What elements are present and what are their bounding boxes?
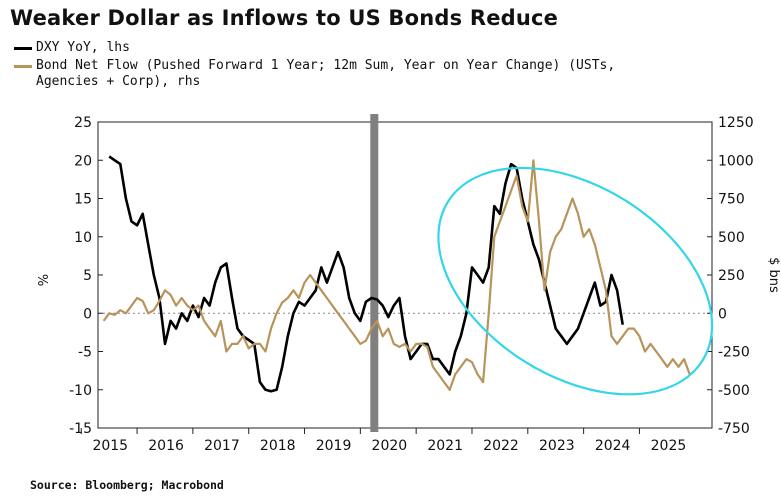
right-tick-label: 750 bbox=[718, 192, 745, 208]
right-tick-label: 250 bbox=[718, 268, 745, 284]
right-tick-label: -250 bbox=[718, 345, 750, 361]
x-tick-label: 2016 bbox=[148, 438, 184, 454]
right-axis-label: $ bns bbox=[766, 257, 781, 293]
left-axis-label: % bbox=[37, 274, 52, 286]
x-tick-label: 2025 bbox=[651, 438, 687, 454]
x-tick-label: 2024 bbox=[595, 438, 631, 454]
x-tick-label: 2019 bbox=[316, 438, 352, 454]
left-tick-label: 0 bbox=[83, 306, 92, 322]
left-tick-label: 5 bbox=[83, 268, 92, 284]
left-tick-label: 10 bbox=[74, 230, 92, 246]
highlight-ellipse bbox=[437, 166, 714, 396]
chart-title: Weaker Dollar as Inflows to US Bonds Red… bbox=[10, 6, 559, 30]
legend: DXY YoY, lhs Bond Net Flow (Pushed Forwa… bbox=[14, 40, 674, 90]
legend-swatch-bondflow bbox=[14, 65, 32, 68]
legend-item-bondflow: Bond Net Flow (Pushed Forward 1 Year; 12… bbox=[14, 58, 674, 90]
right-tick-label: 1000 bbox=[718, 153, 754, 169]
right-tick-label: -750 bbox=[718, 421, 750, 437]
plot-frame bbox=[97, 121, 713, 429]
x-tick-label: 2023 bbox=[539, 438, 575, 454]
x-tick-label: 2020 bbox=[372, 438, 408, 454]
right-tick-label: 1250 bbox=[718, 115, 754, 131]
source-note: Source: Bloomberg; Macrobond bbox=[30, 478, 224, 492]
x-tick-label: 2021 bbox=[427, 438, 463, 454]
legend-swatch-dxy bbox=[14, 47, 32, 50]
right-tick-label: 0 bbox=[718, 306, 727, 322]
x-tick-label: 2018 bbox=[260, 438, 296, 454]
right-tick-label: -500 bbox=[718, 383, 750, 399]
legend-label-dxy: DXY YoY, lhs bbox=[36, 40, 130, 55]
legend-item-dxy: DXY YoY, lhs bbox=[14, 40, 674, 56]
right-tick-label: 500 bbox=[718, 230, 745, 246]
series-line-dxy bbox=[108, 155, 624, 393]
vertical-marker-band bbox=[370, 114, 379, 432]
legend-label-bondflow: Bond Net Flow (Pushed Forward 1 Year; 12… bbox=[36, 58, 616, 89]
x-tick-label: 2017 bbox=[204, 438, 240, 454]
left-tick-label: -5 bbox=[78, 345, 92, 361]
series-line-bondflow bbox=[102, 159, 691, 391]
x-tick-label: 2015 bbox=[92, 438, 128, 454]
left-tick-label: 20 bbox=[74, 153, 92, 169]
left-tick-label: -15 bbox=[69, 421, 92, 437]
left-tick-label: 25 bbox=[74, 115, 92, 131]
left-tick-label: 15 bbox=[74, 192, 92, 208]
x-tick-label: 2022 bbox=[483, 438, 519, 454]
left-tick-label: -10 bbox=[69, 383, 92, 399]
